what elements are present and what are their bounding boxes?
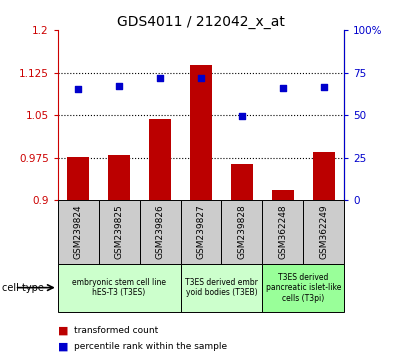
Text: percentile rank within the sample: percentile rank within the sample <box>74 342 227 351</box>
Bar <box>231 164 253 200</box>
Text: GSM239824: GSM239824 <box>74 205 83 259</box>
Text: GSM239828: GSM239828 <box>238 205 246 259</box>
Bar <box>303 200 344 264</box>
Bar <box>262 200 303 264</box>
Bar <box>67 157 90 200</box>
Text: embryonic stem cell line
hES-T3 (T3ES): embryonic stem cell line hES-T3 (T3ES) <box>72 278 166 297</box>
Point <box>198 75 204 80</box>
Bar <box>58 264 181 312</box>
Text: cell type: cell type <box>2 282 44 293</box>
Text: GSM239825: GSM239825 <box>115 205 124 259</box>
Text: GSM362249: GSM362249 <box>319 205 328 259</box>
Point <box>157 75 163 80</box>
Text: GSM362248: GSM362248 <box>278 205 287 259</box>
Point <box>239 113 245 119</box>
Bar <box>190 65 212 200</box>
Point <box>75 86 81 92</box>
Bar <box>140 200 181 264</box>
Text: GSM239827: GSM239827 <box>197 205 205 259</box>
Bar <box>149 119 171 200</box>
Point <box>280 85 286 91</box>
Bar <box>221 200 262 264</box>
Text: ■: ■ <box>58 341 68 351</box>
Bar <box>312 153 335 200</box>
Text: T3ES derived
pancreatic islet-like
cells (T3pi): T3ES derived pancreatic islet-like cells… <box>265 273 341 303</box>
Text: T3ES derived embr
yoid bodies (T3EB): T3ES derived embr yoid bodies (T3EB) <box>185 278 258 297</box>
Text: ■: ■ <box>58 326 68 336</box>
Bar <box>99 200 140 264</box>
Bar <box>181 264 262 312</box>
Bar <box>262 264 344 312</box>
Bar <box>271 190 294 200</box>
Text: transformed count: transformed count <box>74 326 158 336</box>
Point <box>321 84 327 90</box>
Bar <box>58 200 99 264</box>
Point <box>116 83 122 89</box>
Bar <box>181 200 221 264</box>
Bar <box>108 155 131 200</box>
Text: GSM239826: GSM239826 <box>156 205 164 259</box>
Title: GDS4011 / 212042_x_at: GDS4011 / 212042_x_at <box>117 15 285 29</box>
